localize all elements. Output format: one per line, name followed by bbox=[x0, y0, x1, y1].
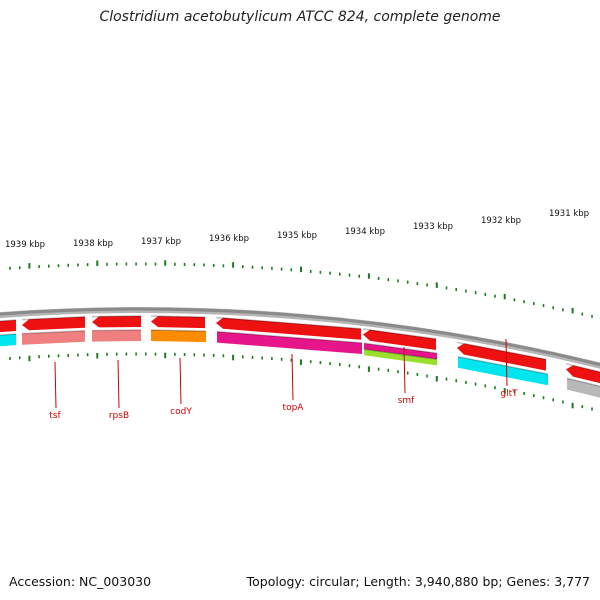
gene-label-smf: smf bbox=[398, 396, 415, 406]
label-leader-line bbox=[403, 346, 406, 394]
gene-arrow bbox=[0, 320, 16, 333]
feature-edge bbox=[0, 333, 17, 336]
feature-edge bbox=[457, 355, 549, 375]
backbone-line bbox=[0, 307, 600, 367]
feature-edge bbox=[363, 342, 438, 354]
cds-feature bbox=[458, 356, 548, 386]
cds-feature bbox=[22, 330, 85, 345]
feature-edge bbox=[21, 330, 86, 335]
gene-arrow bbox=[92, 316, 141, 328]
scale-labels: 1939 kbp 1938 kbp 1937 kbp 1936 kbp 1935… bbox=[5, 209, 589, 250]
cds-feature bbox=[364, 343, 437, 360]
gene-label-codY: codY bbox=[170, 407, 192, 417]
feature-edge bbox=[150, 315, 206, 318]
feature-edge bbox=[91, 329, 142, 332]
label-leader-line bbox=[179, 357, 182, 405]
gene-label-gltT: gltT bbox=[500, 389, 518, 399]
gene-arrow bbox=[363, 329, 436, 350]
scale-label: 1937 kbp bbox=[141, 237, 181, 247]
label-leader-line bbox=[291, 353, 294, 401]
gene-arrow bbox=[457, 343, 546, 371]
feature-edge bbox=[150, 329, 207, 332]
feature-edge bbox=[91, 315, 142, 318]
scale-label: 1938 kbp bbox=[73, 239, 113, 249]
gene-features bbox=[0, 315, 600, 398]
scale-label: 1933 kbp bbox=[413, 222, 453, 232]
genome-backbone bbox=[0, 307, 600, 369]
label-leader-line bbox=[54, 361, 57, 409]
gene-arrow bbox=[22, 316, 85, 331]
gene-labels: tsf rpsB codY topA smf gltT bbox=[49, 389, 518, 421]
cds-feature bbox=[151, 330, 206, 343]
feature-edge bbox=[215, 316, 362, 330]
gene-label-tsf: tsf bbox=[49, 411, 61, 421]
gene-arrow bbox=[566, 365, 600, 384]
feature-edge bbox=[216, 330, 363, 344]
gene-label-leaders bbox=[54, 338, 508, 409]
feature-edge bbox=[565, 363, 600, 373]
scale-label: 1935 kbp bbox=[277, 231, 317, 241]
cds-feature bbox=[217, 331, 362, 354]
label-leader-line bbox=[505, 338, 508, 387]
scale-label: 1939 kbp bbox=[5, 240, 45, 250]
cds-feature bbox=[364, 349, 437, 366]
cds-feature bbox=[567, 378, 600, 398]
feature-edge bbox=[0, 319, 17, 322]
accession-text: Accession: NC_003030 bbox=[9, 574, 152, 589]
cds-feature bbox=[92, 330, 141, 342]
scale-label: 1932 kbp bbox=[481, 216, 521, 226]
genome-summary-text: Topology: circular; Length: 3,940,880 bp… bbox=[246, 574, 590, 589]
gene-arrow bbox=[151, 316, 205, 329]
bottom-tick-marks bbox=[9, 352, 593, 411]
label-leader-line bbox=[117, 359, 120, 409]
gene-arrow bbox=[216, 317, 361, 340]
feature-edge bbox=[21, 316, 86, 321]
feature-edge bbox=[456, 341, 547, 361]
map-title: Clostridium acetobutylicum ATCC 824, com… bbox=[99, 9, 501, 25]
scale-label: 1934 kbp bbox=[345, 227, 385, 237]
feature-edge bbox=[566, 377, 600, 388]
feature-edge bbox=[363, 348, 438, 361]
feature-edge bbox=[362, 328, 437, 340]
scale-label: 1936 kbp bbox=[209, 234, 249, 244]
gene-label-topA: topA bbox=[283, 403, 305, 413]
scale-label: 1931 kbp bbox=[549, 209, 589, 219]
cds-feature bbox=[0, 334, 16, 347]
gene-label-rpsB: rpsB bbox=[109, 411, 129, 421]
top-tick-marks bbox=[9, 260, 593, 318]
